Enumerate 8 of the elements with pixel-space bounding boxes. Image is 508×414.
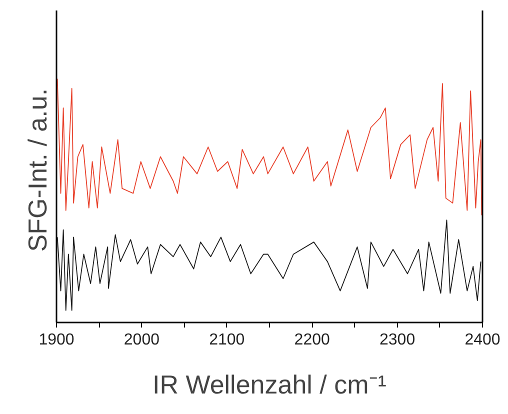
x-tick-label: 2400: [464, 332, 500, 348]
x-tick-label: 2100: [209, 332, 245, 348]
y-axis-title: SFG-Int. / a.u.: [22, 88, 52, 252]
x-tick-label: 1900: [38, 332, 74, 348]
x-axis-title: IR Wellenzahl / cm⁻¹: [152, 370, 387, 400]
x-tick-label: 2000: [124, 332, 160, 348]
x-tick-label: 2300: [380, 332, 416, 348]
x-tick-label: 2200: [294, 332, 330, 348]
